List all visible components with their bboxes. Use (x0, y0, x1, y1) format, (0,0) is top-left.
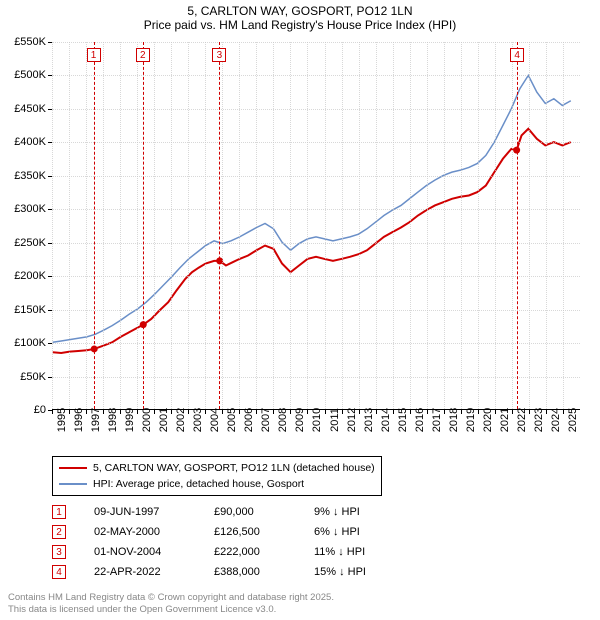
y-tick-label: £250K (14, 237, 46, 249)
x-tick-label: 2003 (192, 408, 204, 432)
y-axis: £0£50K£100K£150K£200K£250K£300K£350K£400… (0, 42, 50, 410)
transaction-date: 22-APR-2022 (94, 566, 214, 578)
x-tick-label: 2016 (414, 408, 426, 432)
y-tick-label: £550K (14, 36, 46, 48)
x-tick-label: 1997 (90, 408, 102, 432)
y-tick-label: £350K (14, 170, 46, 182)
transaction-index: 2 (52, 525, 66, 539)
transaction-price: £90,000 (214, 506, 314, 518)
transaction-row: 1 09-JUN-1997£90,0009% ↓ HPI (52, 502, 424, 522)
transaction-index: 3 (52, 545, 66, 559)
transaction-row: 3 01-NOV-2004£222,00011% ↓ HPI (52, 542, 424, 562)
event-marker: 2 (136, 48, 150, 62)
y-tick-label: £0 (34, 404, 46, 416)
event-marker: 1 (87, 48, 101, 62)
x-tick-label: 2015 (397, 408, 409, 432)
footer-line-1: Contains HM Land Registry data © Crown c… (8, 592, 334, 604)
x-axis: 1995199619971998199920002001200220032004… (52, 414, 580, 454)
transaction-diff: 9% ↓ HPI (314, 506, 424, 518)
x-tick-label: 2013 (363, 408, 375, 432)
transaction-diff: 11% ↓ HPI (314, 546, 424, 558)
x-tick-label: 2006 (243, 408, 255, 432)
transaction-row: 2 02-MAY-2000£126,5006% ↓ HPI (52, 522, 424, 542)
y-tick-label: £300K (14, 203, 46, 215)
y-tick-label: £400K (14, 136, 46, 148)
x-tick-label: 2020 (482, 408, 494, 432)
x-tick-label: 2014 (380, 408, 392, 432)
x-tick-label: 1995 (56, 408, 68, 432)
x-tick-label: 2018 (448, 408, 460, 432)
x-tick-label: 2005 (226, 408, 238, 432)
transaction-diff: 15% ↓ HPI (314, 566, 424, 578)
x-tick-label: 2008 (277, 408, 289, 432)
chart-plot-area: 1 2 3 4 (52, 42, 580, 410)
y-tick-label: £100K (14, 337, 46, 349)
x-tick-label: 2021 (499, 408, 511, 432)
transaction-date: 01-NOV-2004 (94, 546, 214, 558)
x-tick-label: 1996 (73, 408, 85, 432)
x-tick-label: 2010 (311, 408, 323, 432)
x-tick-label: 2002 (175, 408, 187, 432)
transaction-diff: 6% ↓ HPI (314, 526, 424, 538)
legend-swatch (59, 467, 87, 469)
transaction-price: £126,500 (214, 526, 314, 538)
x-tick-label: 2023 (533, 408, 545, 432)
x-tick-label: 2004 (209, 408, 221, 432)
x-tick-label: 2000 (141, 408, 153, 432)
chart-title: 5, CARLTON WAY, GOSPORT, PO12 1LN Price … (0, 0, 600, 34)
transactions-table: 109-JUN-1997£90,0009% ↓ HPI202-MAY-2000£… (52, 502, 424, 582)
legend-label: HPI: Average price, detached house, Gosp… (93, 476, 304, 492)
x-tick-label: 2001 (158, 408, 170, 432)
y-tick-label: £150K (14, 304, 46, 316)
x-tick-label: 1998 (107, 408, 119, 432)
transaction-price: £388,000 (214, 566, 314, 578)
x-tick-label: 2012 (346, 408, 358, 432)
legend-label: 5, CARLTON WAY, GOSPORT, PO12 1LN (detac… (93, 460, 375, 476)
event-marker: 4 (510, 48, 524, 62)
footer-line-2: This data is licensed under the Open Gov… (8, 604, 334, 616)
event-marker: 3 (212, 48, 226, 62)
x-tick-label: 1999 (124, 408, 136, 432)
legend-item: HPI: Average price, detached house, Gosp… (59, 476, 375, 492)
series-price_paid (53, 129, 571, 353)
x-tick-label: 2011 (329, 408, 341, 432)
transaction-index: 4 (52, 565, 66, 579)
y-tick-label: £450K (14, 103, 46, 115)
legend-swatch (59, 483, 87, 485)
transaction-index: 1 (52, 505, 66, 519)
y-tick-label: £500K (14, 69, 46, 81)
legend-item: 5, CARLTON WAY, GOSPORT, PO12 1LN (detac… (59, 460, 375, 476)
y-tick-label: £200K (14, 270, 46, 282)
transaction-price: £222,000 (214, 546, 314, 558)
x-tick-label: 2009 (294, 408, 306, 432)
transaction-date: 09-JUN-1997 (94, 506, 214, 518)
transaction-date: 02-MAY-2000 (94, 526, 214, 538)
y-tick-label: £50K (20, 371, 46, 383)
title-line-2: Price paid vs. HM Land Registry's House … (0, 18, 600, 32)
transaction-row: 4 22-APR-2022£388,00015% ↓ HPI (52, 562, 424, 582)
x-tick-label: 2017 (431, 408, 443, 432)
x-tick-label: 2022 (516, 408, 528, 432)
x-tick-label: 2025 (567, 408, 579, 432)
x-tick-label: 2024 (550, 408, 562, 432)
title-line-1: 5, CARLTON WAY, GOSPORT, PO12 1LN (0, 4, 600, 18)
chart-svg (52, 42, 580, 409)
footer-attribution: Contains HM Land Registry data © Crown c… (8, 592, 334, 616)
x-tick-label: 2019 (465, 408, 477, 432)
legend: 5, CARLTON WAY, GOSPORT, PO12 1LN (detac… (52, 456, 382, 496)
x-tick-label: 2007 (260, 408, 272, 432)
